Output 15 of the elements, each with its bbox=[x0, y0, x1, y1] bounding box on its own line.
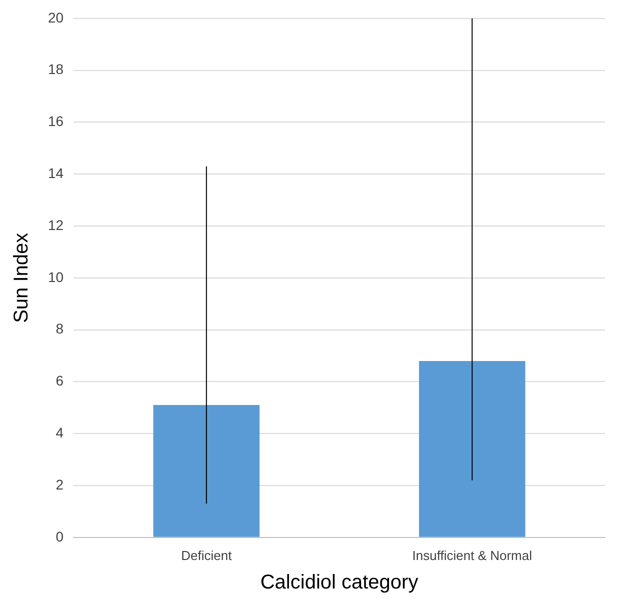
y-tick-label: 2 bbox=[56, 476, 64, 492]
x-axis-title: Calcidiol category bbox=[260, 572, 418, 594]
y-axis-title: Sun Index bbox=[10, 232, 33, 323]
y-tick-label: 10 bbox=[48, 268, 64, 285]
y-tick-label: 6 bbox=[56, 372, 64, 389]
x-tick-label: Deficient bbox=[181, 548, 232, 563]
y-tick-label: 0 bbox=[56, 528, 64, 544]
y-tick-label: 12 bbox=[48, 216, 64, 233]
x-tick-label: Insufficient & Normal bbox=[412, 548, 532, 563]
y-tick-label: 14 bbox=[48, 164, 64, 181]
y-tick-label: 4 bbox=[56, 424, 64, 440]
y-tick-label: 8 bbox=[56, 320, 64, 337]
y-tick-label: 20 bbox=[48, 9, 64, 26]
y-tick-label: 18 bbox=[48, 61, 64, 78]
y-tick-label: 16 bbox=[48, 113, 64, 130]
